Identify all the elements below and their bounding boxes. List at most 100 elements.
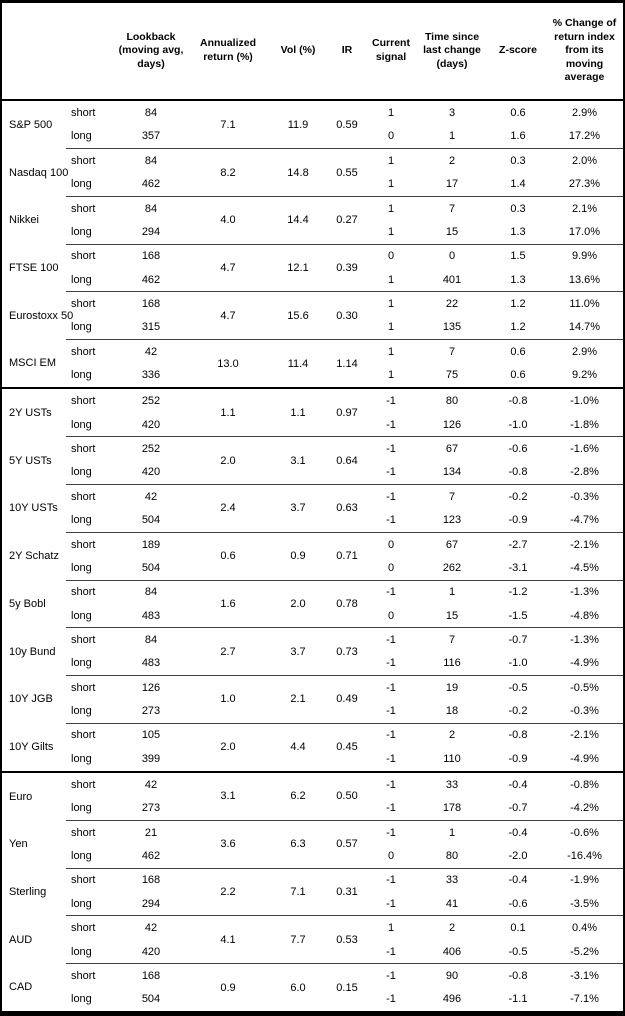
current-signal-value: 0 (387, 609, 395, 622)
pct-change-value: -4.5% (570, 561, 599, 574)
asset-name: 10y Bund (9, 645, 56, 658)
ir-value: 0.64 (326, 436, 368, 485)
time-since-last-change-value: 7 (414, 627, 490, 652)
lookback-value: 462 (141, 850, 161, 863)
lookback-value: 168 (116, 243, 186, 268)
horizon-label: short (66, 387, 116, 414)
ir-value: 0.30 (326, 291, 368, 340)
zscore-value: -0.7 (508, 802, 528, 815)
lookback-value: 21 (116, 820, 186, 845)
col-header-annualized-return: Annualized return (%) (186, 3, 270, 101)
table-row: long 504 -1 123 -0.9 -4.7% (2, 508, 623, 532)
annualized-return-value: 3.6 (186, 820, 270, 869)
lookback-value: 189 (116, 531, 186, 557)
lookback-value: 42 (116, 484, 186, 509)
pct-change-value: 11.0% (546, 291, 623, 316)
time-since-last-change-value: 135 (442, 321, 462, 334)
ir-value: 0.50 (326, 770, 368, 821)
vol-value: 3.7 (270, 627, 326, 676)
current-signal-value: -1 (386, 993, 396, 1006)
pct-change-value: -3.1% (546, 963, 623, 988)
time-since-last-change-value: 41 (445, 897, 459, 910)
zscore-value: 1.6 (510, 130, 526, 143)
horizon-label: short (66, 674, 116, 700)
table-row: Eurostoxx 50 short 168 4.7 15.6 0.30 1 22 1.2 11.… (2, 291, 623, 340)
annualized-return-value: 4.7 (186, 291, 270, 340)
annualized-return-value: 1.1 (186, 387, 270, 437)
ir-value: 0.31 (326, 867, 368, 916)
zscore-value: -1.0 (508, 657, 528, 670)
ir-value: 0.73 (326, 627, 368, 676)
time-since-last-change-value: 80 (414, 387, 490, 414)
pct-change-value: -4.7% (570, 514, 599, 527)
pct-change-value: -1.9% (546, 867, 623, 893)
asset-name: Yen (9, 838, 28, 851)
vol-value: 3.7 (270, 484, 326, 533)
current-signal-value: 1 (368, 339, 414, 364)
horizon-label: short (66, 867, 116, 893)
pct-change-value: -0.3% (546, 484, 623, 509)
pct-change-value: -0.8% (546, 770, 623, 797)
horizon-label: long (71, 561, 92, 574)
lookback-value: 420 (141, 945, 161, 958)
horizon-label: short (66, 963, 116, 988)
current-signal-value: -1 (368, 436, 414, 461)
current-signal-value: 0 (387, 130, 395, 143)
pct-change-value: 9.9% (546, 243, 623, 268)
asset-name: FTSE 100 (9, 261, 59, 274)
vol-value: 11.9 (287, 118, 309, 131)
time-since-last-change-value: 1 (414, 579, 490, 604)
horizon-label: short (66, 627, 116, 652)
lookback-value: 42 (116, 770, 186, 797)
time-since-last-change-value: 7 (414, 484, 490, 509)
table-row: long 462 0 80 -2.0 -16.4% (2, 844, 623, 868)
current-signal-value: 1 (387, 321, 395, 334)
pct-change-value: 17.2% (568, 130, 601, 143)
zscore-value: -1.1 (508, 993, 528, 1006)
time-since-last-change-value: 33 (414, 867, 490, 893)
zscore-value: -0.2 (490, 484, 546, 509)
pct-change-value: 13.6% (568, 273, 601, 286)
current-signal-value: -1 (386, 752, 396, 765)
table-row: FTSE 100 short 168 4.7 12.1 0.39 0 0 1.5 9.9% (2, 243, 623, 292)
zscore-value: -1.2 (490, 579, 546, 604)
annualized-return-value: 0.9 (186, 963, 270, 1011)
pct-change-value: -1.6% (546, 436, 623, 461)
annualized-return-value: 7.1 (220, 118, 236, 131)
col-header-horizon (66, 3, 116, 101)
table-row: long 420 -1 134 -0.8 -2.8% (2, 461, 623, 485)
lookback-value: 273 (141, 705, 161, 718)
time-since-last-change-value: 15 (445, 609, 459, 622)
time-since-last-change-value: 2 (414, 722, 490, 748)
pct-change-value: -5.2% (570, 945, 599, 958)
zscore-value: -1.0 (508, 418, 528, 431)
lookback-value: 252 (116, 387, 186, 414)
annualized-return-value: 2.2 (186, 867, 270, 916)
current-signal-value: -1 (386, 657, 396, 670)
horizon-label: long (71, 705, 92, 718)
asset-name: Euro (2, 770, 66, 821)
lookback-value: 399 (141, 752, 161, 765)
table-row: long 420 -1 126 -1.0 -1.8% (2, 413, 623, 437)
current-signal-value: -1 (386, 514, 396, 527)
current-signal-value: 0 (387, 561, 395, 574)
vol-value: 11.4 (270, 339, 326, 389)
lookback-value: 294 (141, 225, 161, 238)
table-row: long 336 1 75 0.6 9.2% (2, 363, 623, 388)
time-since-last-change-value: 7 (414, 339, 490, 364)
vol-value: 15.6 (270, 291, 326, 340)
table-row: 5y Bobl short 84 1.6 2.0 0.78 -1 1 -1.2 -1.3% (2, 579, 623, 628)
lookback-value: 462 (141, 273, 161, 286)
annualized-return-value: 4.1 (186, 915, 270, 964)
asset-name: 2Y Schatz (9, 550, 59, 563)
horizon-label: short (66, 291, 116, 316)
ir-value: 0.53 (326, 915, 368, 964)
current-signal-value: 1 (368, 915, 414, 940)
annualized-return-value: 4.7 (186, 243, 270, 292)
pct-change-value: -2.1% (546, 722, 623, 748)
lookback-value: 294 (141, 897, 161, 910)
ir-value: 0.97 (326, 387, 368, 437)
horizon-label: short (71, 106, 96, 119)
asset-name: CAD (9, 981, 33, 994)
horizon-label: long (71, 130, 92, 143)
